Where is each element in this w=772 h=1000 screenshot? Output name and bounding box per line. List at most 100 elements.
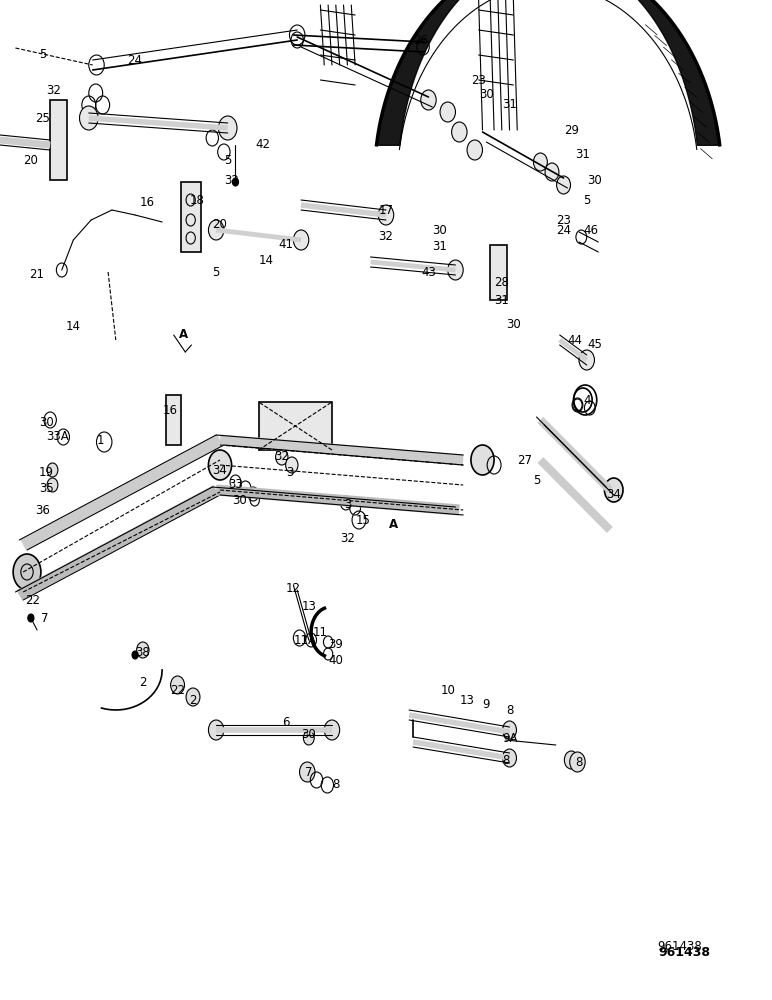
Text: 32: 32 [224, 174, 239, 186]
Text: 5: 5 [224, 153, 232, 166]
Text: 30: 30 [587, 174, 602, 186]
Bar [181, 182, 201, 252]
Text: 21: 21 [29, 267, 45, 280]
Text: 27: 27 [517, 454, 533, 466]
Text: 30: 30 [506, 318, 521, 332]
Text: 19: 19 [39, 466, 54, 480]
Circle shape [421, 90, 436, 110]
Text: 34: 34 [606, 488, 621, 502]
Text: 20: 20 [23, 153, 39, 166]
Text: 33: 33 [228, 479, 243, 491]
Circle shape [324, 720, 340, 740]
Circle shape [570, 752, 585, 772]
Text: 26: 26 [413, 33, 428, 46]
Circle shape [208, 450, 232, 480]
Circle shape [137, 642, 149, 658]
Text: 32: 32 [274, 450, 290, 464]
Text: 46: 46 [583, 224, 598, 236]
Circle shape [471, 445, 494, 475]
Text: 13: 13 [301, 600, 317, 613]
Circle shape [232, 178, 239, 186]
Text: 24: 24 [127, 53, 143, 66]
Text: 14: 14 [259, 253, 274, 266]
Text: 961438: 961438 [659, 946, 710, 958]
Text: 30: 30 [232, 493, 247, 506]
Text: 18: 18 [189, 194, 205, 207]
Text: 2: 2 [139, 676, 147, 688]
Circle shape [503, 749, 516, 767]
Circle shape [80, 106, 98, 130]
Text: 24: 24 [556, 224, 571, 236]
Circle shape [378, 205, 394, 225]
Bar [50, 100, 67, 180]
Text: 3: 3 [344, 498, 351, 512]
Text: 7: 7 [41, 611, 49, 624]
Text: 8: 8 [332, 778, 340, 792]
Circle shape [293, 230, 309, 250]
Text: 31: 31 [502, 99, 517, 111]
Text: 9: 9 [482, 698, 490, 712]
Text: 16: 16 [139, 196, 154, 209]
Circle shape [452, 122, 467, 142]
Circle shape [303, 731, 314, 745]
Text: 36: 36 [35, 504, 50, 516]
Text: 22: 22 [170, 684, 185, 696]
Bar [259, 402, 332, 450]
Text: 11: 11 [313, 626, 328, 639]
Text: 29: 29 [564, 123, 579, 136]
Text: A: A [179, 328, 188, 340]
Text: 8: 8 [575, 756, 583, 768]
Circle shape [218, 116, 237, 140]
Text: 23: 23 [471, 74, 486, 87]
Text: 28: 28 [494, 275, 510, 288]
Bar [166, 395, 181, 445]
Circle shape [503, 721, 516, 739]
Text: 9A: 9A [502, 732, 517, 744]
Circle shape [448, 260, 463, 280]
Text: 40: 40 [328, 654, 344, 666]
Text: 6: 6 [282, 716, 290, 728]
Text: 12: 12 [286, 582, 301, 594]
Circle shape [171, 676, 185, 694]
Circle shape [557, 176, 571, 194]
Circle shape [208, 720, 224, 740]
Text: 5: 5 [583, 194, 591, 207]
Circle shape [564, 751, 578, 769]
Text: 4: 4 [583, 393, 591, 406]
Circle shape [276, 449, 288, 465]
Text: 45: 45 [587, 338, 602, 352]
Text: 32: 32 [378, 231, 394, 243]
Text: 5: 5 [533, 474, 540, 487]
Text: 7: 7 [305, 766, 313, 778]
Circle shape [286, 457, 298, 473]
Text: 20: 20 [212, 219, 228, 232]
Text: 31: 31 [494, 294, 510, 306]
Text: 3: 3 [286, 466, 293, 480]
Circle shape [47, 478, 58, 492]
Circle shape [186, 688, 200, 706]
Text: 2: 2 [189, 694, 197, 706]
Text: 8: 8 [502, 754, 510, 766]
Circle shape [467, 140, 482, 160]
Text: 33A: 33A [46, 430, 69, 444]
Text: 32: 32 [46, 84, 62, 97]
Text: 34: 34 [212, 464, 228, 477]
Circle shape [440, 102, 455, 122]
Text: 38: 38 [135, 646, 151, 658]
Circle shape [545, 163, 559, 181]
Circle shape [13, 554, 41, 590]
Text: 35: 35 [39, 482, 54, 494]
Text: 42: 42 [255, 138, 270, 151]
Text: 23: 23 [556, 214, 571, 227]
Circle shape [47, 463, 58, 477]
Circle shape [300, 762, 315, 782]
Text: 14: 14 [66, 320, 81, 334]
Text: 961438: 961438 [657, 940, 702, 954]
Text: 10: 10 [440, 684, 455, 696]
Circle shape [208, 220, 224, 240]
Text: A: A [389, 518, 398, 532]
Text: 5: 5 [39, 48, 46, 62]
Text: 8: 8 [506, 704, 513, 716]
Text: 11A: 11A [293, 634, 317, 647]
Text: 30: 30 [39, 416, 54, 428]
